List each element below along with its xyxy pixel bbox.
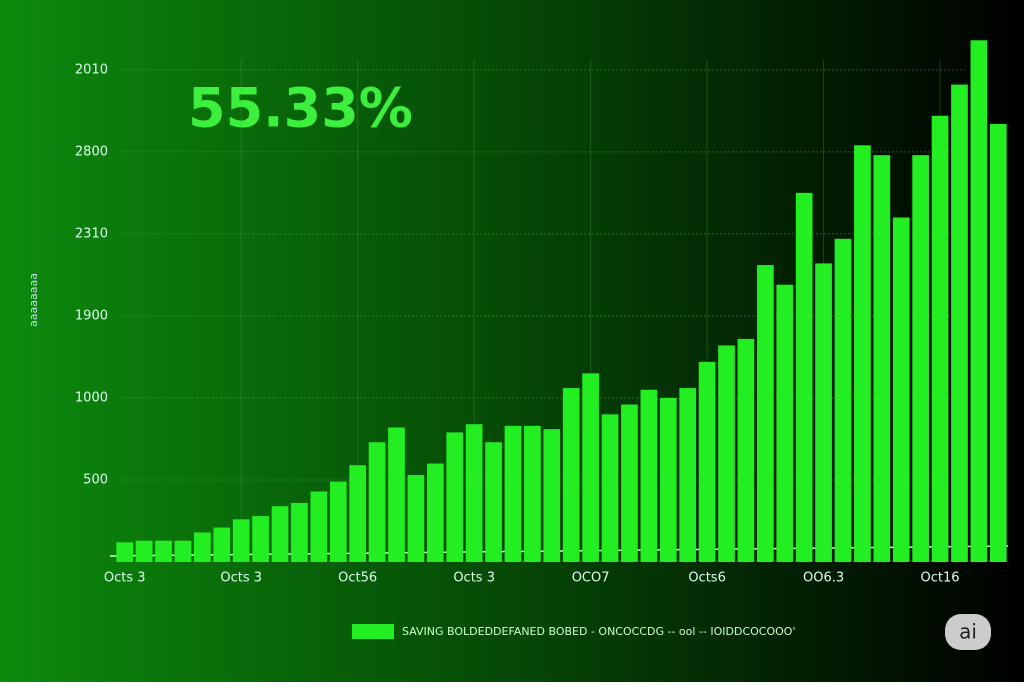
bar: [446, 432, 464, 562]
bar: [834, 238, 852, 562]
bar: [931, 115, 949, 562]
legend-swatch: [352, 624, 394, 639]
bar: [815, 263, 832, 562]
y-tick-label: 1000: [75, 390, 108, 405]
bar: [562, 388, 580, 562]
y-tick-label: 1900: [75, 308, 108, 323]
bar: [718, 345, 735, 562]
bar: [659, 397, 677, 562]
badge-text: ai: [959, 620, 977, 644]
bar: [213, 527, 231, 562]
bar: [776, 284, 794, 562]
badge: ai: [945, 614, 991, 650]
bar: [737, 338, 755, 562]
bar: [465, 424, 483, 562]
bar: [271, 506, 289, 562]
bar: [329, 481, 347, 562]
bar: [873, 155, 891, 562]
bar: [524, 425, 541, 562]
bar: [485, 442, 502, 562]
bar: [795, 192, 813, 562]
bar: [543, 429, 561, 562]
headline: 55.33%: [188, 77, 413, 140]
bar: [756, 265, 774, 562]
bar: [252, 516, 269, 562]
x-tick-label: Octs 3: [220, 571, 262, 586]
y-tick-label: 500: [83, 472, 108, 487]
bar: [174, 540, 192, 562]
bar: [912, 155, 929, 562]
bar: [116, 542, 134, 562]
bar: [426, 463, 444, 562]
bar: [155, 540, 172, 562]
x-tick-label: OO6.3: [803, 571, 844, 586]
x-tick-label: Oct16: [921, 571, 960, 586]
legend-label: SAVING BOLDEDDEFANED BOBED - ONCOCCDG --…: [402, 625, 795, 638]
bar: [232, 519, 250, 562]
y-axis-label: aaaaaaaa: [27, 273, 40, 327]
bar: [504, 425, 522, 562]
x-tick-label: Octs 3: [453, 571, 495, 586]
bar: [854, 145, 871, 562]
bar: [970, 40, 988, 562]
bar: [310, 491, 328, 562]
bar: [892, 217, 910, 562]
x-tick-label: Octs6: [688, 571, 726, 586]
bar: [698, 361, 716, 562]
x-tick-label: Oct56: [338, 571, 377, 586]
bar: [368, 442, 386, 562]
bar: [951, 84, 968, 562]
bar: [621, 404, 638, 562]
x-tick-label: Octs 3: [104, 571, 146, 586]
y-tick-label: 2310: [75, 226, 108, 241]
bar: [640, 389, 658, 562]
bar: [291, 502, 308, 562]
bar: [582, 373, 599, 562]
y-tick-label: 2010: [75, 62, 108, 77]
bar: [349, 465, 367, 562]
bar: [601, 414, 619, 562]
y-tick-label: 2800: [75, 144, 108, 159]
x-tick-label: OCO7: [572, 571, 610, 586]
bar: [679, 388, 697, 562]
bar: [135, 540, 153, 562]
bar: [388, 427, 405, 562]
bar: [194, 532, 211, 562]
bar: [407, 475, 425, 562]
bar: [989, 123, 1007, 562]
